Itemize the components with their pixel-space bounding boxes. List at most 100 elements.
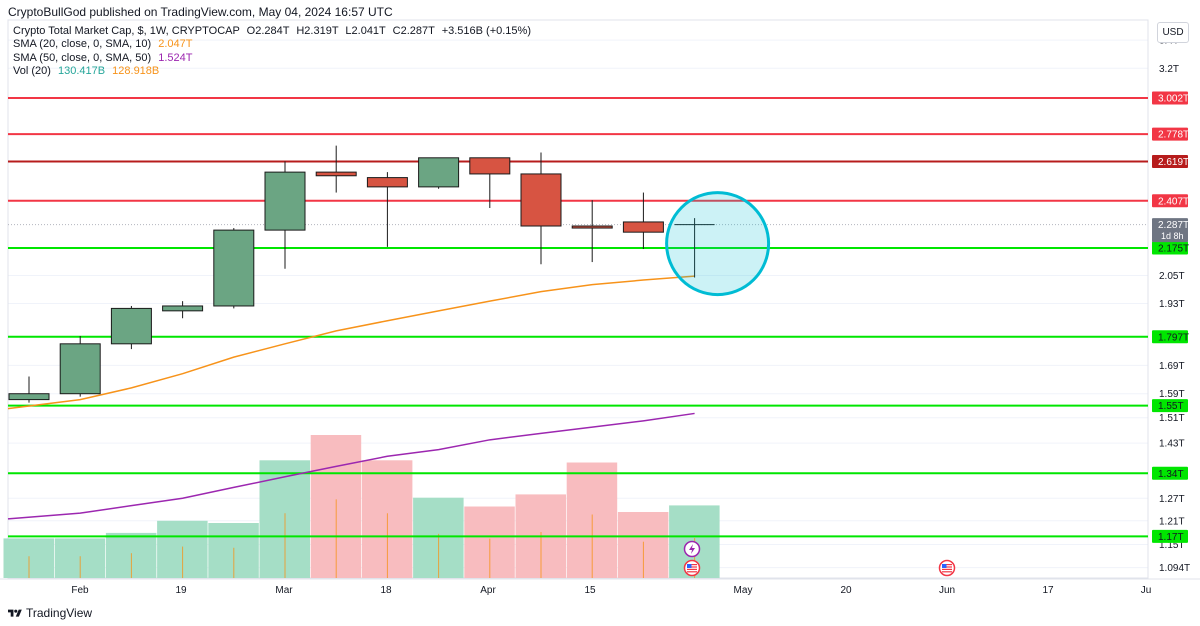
level-tag-label: 2.407T	[1158, 196, 1189, 207]
level-tag-bg	[1152, 155, 1188, 169]
level-tag-label: 1.34T	[1158, 469, 1184, 480]
level-price-tag: 2.407T	[1152, 194, 1189, 208]
candle	[213, 228, 255, 309]
price-tick-label: 1.21T	[1159, 516, 1185, 527]
level-tag-bg	[1152, 127, 1188, 141]
annotation-layer	[665, 191, 771, 297]
level-tag-bg	[1152, 91, 1188, 105]
candlesticks	[8, 145, 715, 403]
ohlc-low: L2.041T	[345, 25, 386, 37]
candle-body	[8, 393, 50, 401]
last-price-label: 2.287T	[1158, 220, 1189, 231]
level-price-tag: 3.002T	[1152, 91, 1189, 105]
level-tag-bg	[1152, 529, 1188, 543]
candle	[520, 152, 562, 265]
sma50-label: SMA (50, close, 0, SMA, 50)	[13, 51, 152, 64]
level-tag-bg	[1152, 330, 1188, 344]
level-price-tag: 1.34T	[1152, 466, 1188, 480]
level-price-tag: 2.778T	[1152, 127, 1189, 141]
price-tick-label: 1.094T	[1159, 563, 1190, 574]
candle	[162, 301, 204, 319]
level-tag-label: 2.619T	[1158, 157, 1189, 168]
candle-body	[315, 171, 357, 177]
level-tag-label: 1.17T	[1158, 532, 1184, 543]
publish-header: CryptoBullGod published on TradingView.c…	[0, 0, 1200, 22]
last-price-bg	[1152, 218, 1188, 243]
time-tick-label: 20	[840, 585, 852, 596]
highlight-circle	[665, 191, 771, 297]
candle-body	[264, 171, 306, 231]
sma20-value: 2.047T	[158, 38, 193, 51]
moving-averages	[7, 275, 695, 520]
candle	[8, 376, 50, 403]
level-tag-label: 1.55T	[1158, 401, 1184, 412]
published-info: CryptoBullGod published on TradingView.c…	[8, 5, 393, 19]
volume-value: 130.417B	[57, 64, 106, 77]
ohlc-change: +3.516B (+0.15%)	[441, 25, 531, 37]
level-price-tag: 2.175T	[1152, 241, 1189, 255]
horizontal-levels	[8, 97, 1148, 538]
candle	[264, 161, 306, 269]
event-icons	[683, 540, 956, 577]
earnings-event-icon	[683, 540, 701, 558]
countdown-label: 1d 8h	[1161, 231, 1184, 241]
candle-body	[622, 221, 664, 233]
candle	[571, 200, 613, 263]
candle	[418, 157, 460, 189]
price-tick-label: 1.51T	[1159, 413, 1185, 424]
level-price-tag: 2.619T	[1152, 155, 1189, 169]
level-tag-bg	[1152, 241, 1188, 255]
candle	[59, 335, 101, 397]
level-tag-bg	[1152, 194, 1188, 208]
legend-sma50-row[interactable]: SMA (50, close, 0, SMA, 50) 1.524T	[13, 52, 531, 65]
level-tag-bg	[1152, 466, 1188, 480]
flag-stripe	[687, 568, 697, 570]
candle	[366, 172, 408, 247]
level-tag-label: 3.002T	[1158, 94, 1189, 105]
volume-ma-value: 128.918B	[112, 64, 160, 77]
level-price-tag: 1.797T	[1152, 330, 1189, 344]
price-tick-label: 1.15T	[1159, 540, 1185, 551]
candle-body	[213, 229, 255, 307]
flag-stripe	[687, 564, 697, 566]
bolt	[689, 544, 695, 554]
flag-stripe	[942, 568, 952, 570]
candle-body	[418, 157, 460, 188]
level-tag-label: 2.175T	[1158, 243, 1189, 254]
time-tick-label: Jun	[939, 585, 955, 596]
tradingview-branding[interactable]: TradingView	[8, 605, 92, 621]
candle-body	[59, 343, 101, 395]
time-tick-label: 15	[584, 585, 596, 596]
flag-stripe	[942, 564, 952, 566]
candle	[110, 305, 152, 350]
level-tag-label: 2.778T	[1158, 130, 1189, 141]
time-tick-label: 17	[1042, 585, 1054, 596]
legend-sma20-row[interactable]: SMA (20, close, 0, SMA, 10) 2.047T	[13, 38, 531, 51]
us-flag-event-icon-ring	[683, 559, 701, 577]
ohlc-open: O2.284T	[246, 25, 290, 37]
us-flag-event-icon	[683, 559, 701, 577]
volume-label: Vol (20)	[13, 64, 51, 77]
time-tick-label: Mar	[275, 585, 293, 596]
candle	[622, 192, 664, 250]
flag-stripe	[942, 566, 952, 568]
tradingview-logo-icon	[8, 609, 22, 617]
time-axis: Feb 19 Mar 18 Apr 15 May 20 Jun 17 Ju	[0, 578, 1200, 596]
price-tick-label: 1.69T	[1159, 361, 1185, 372]
currency-button[interactable]: USD	[1157, 22, 1189, 43]
level-price-tag: 1.17T	[1152, 529, 1188, 543]
price-tick-label: 3.2T	[1159, 64, 1179, 75]
candle-body	[571, 225, 613, 229]
flag-stripe	[687, 571, 697, 573]
level-tag-label: 1.797T	[1158, 332, 1189, 343]
candle-body	[110, 307, 152, 345]
candle	[469, 157, 511, 208]
flag-stripe	[942, 571, 952, 573]
price-tick-label: 1.43T	[1159, 439, 1185, 450]
time-tick-label: May	[734, 585, 753, 596]
price-tick-label: 1.59T	[1159, 389, 1185, 400]
legend-volume-row[interactable]: Vol (20) 130.417B 128.918B	[13, 65, 531, 78]
chart-legend: Crypto Total Market Cap, $, 1W, CRYPTOCA…	[13, 25, 531, 78]
